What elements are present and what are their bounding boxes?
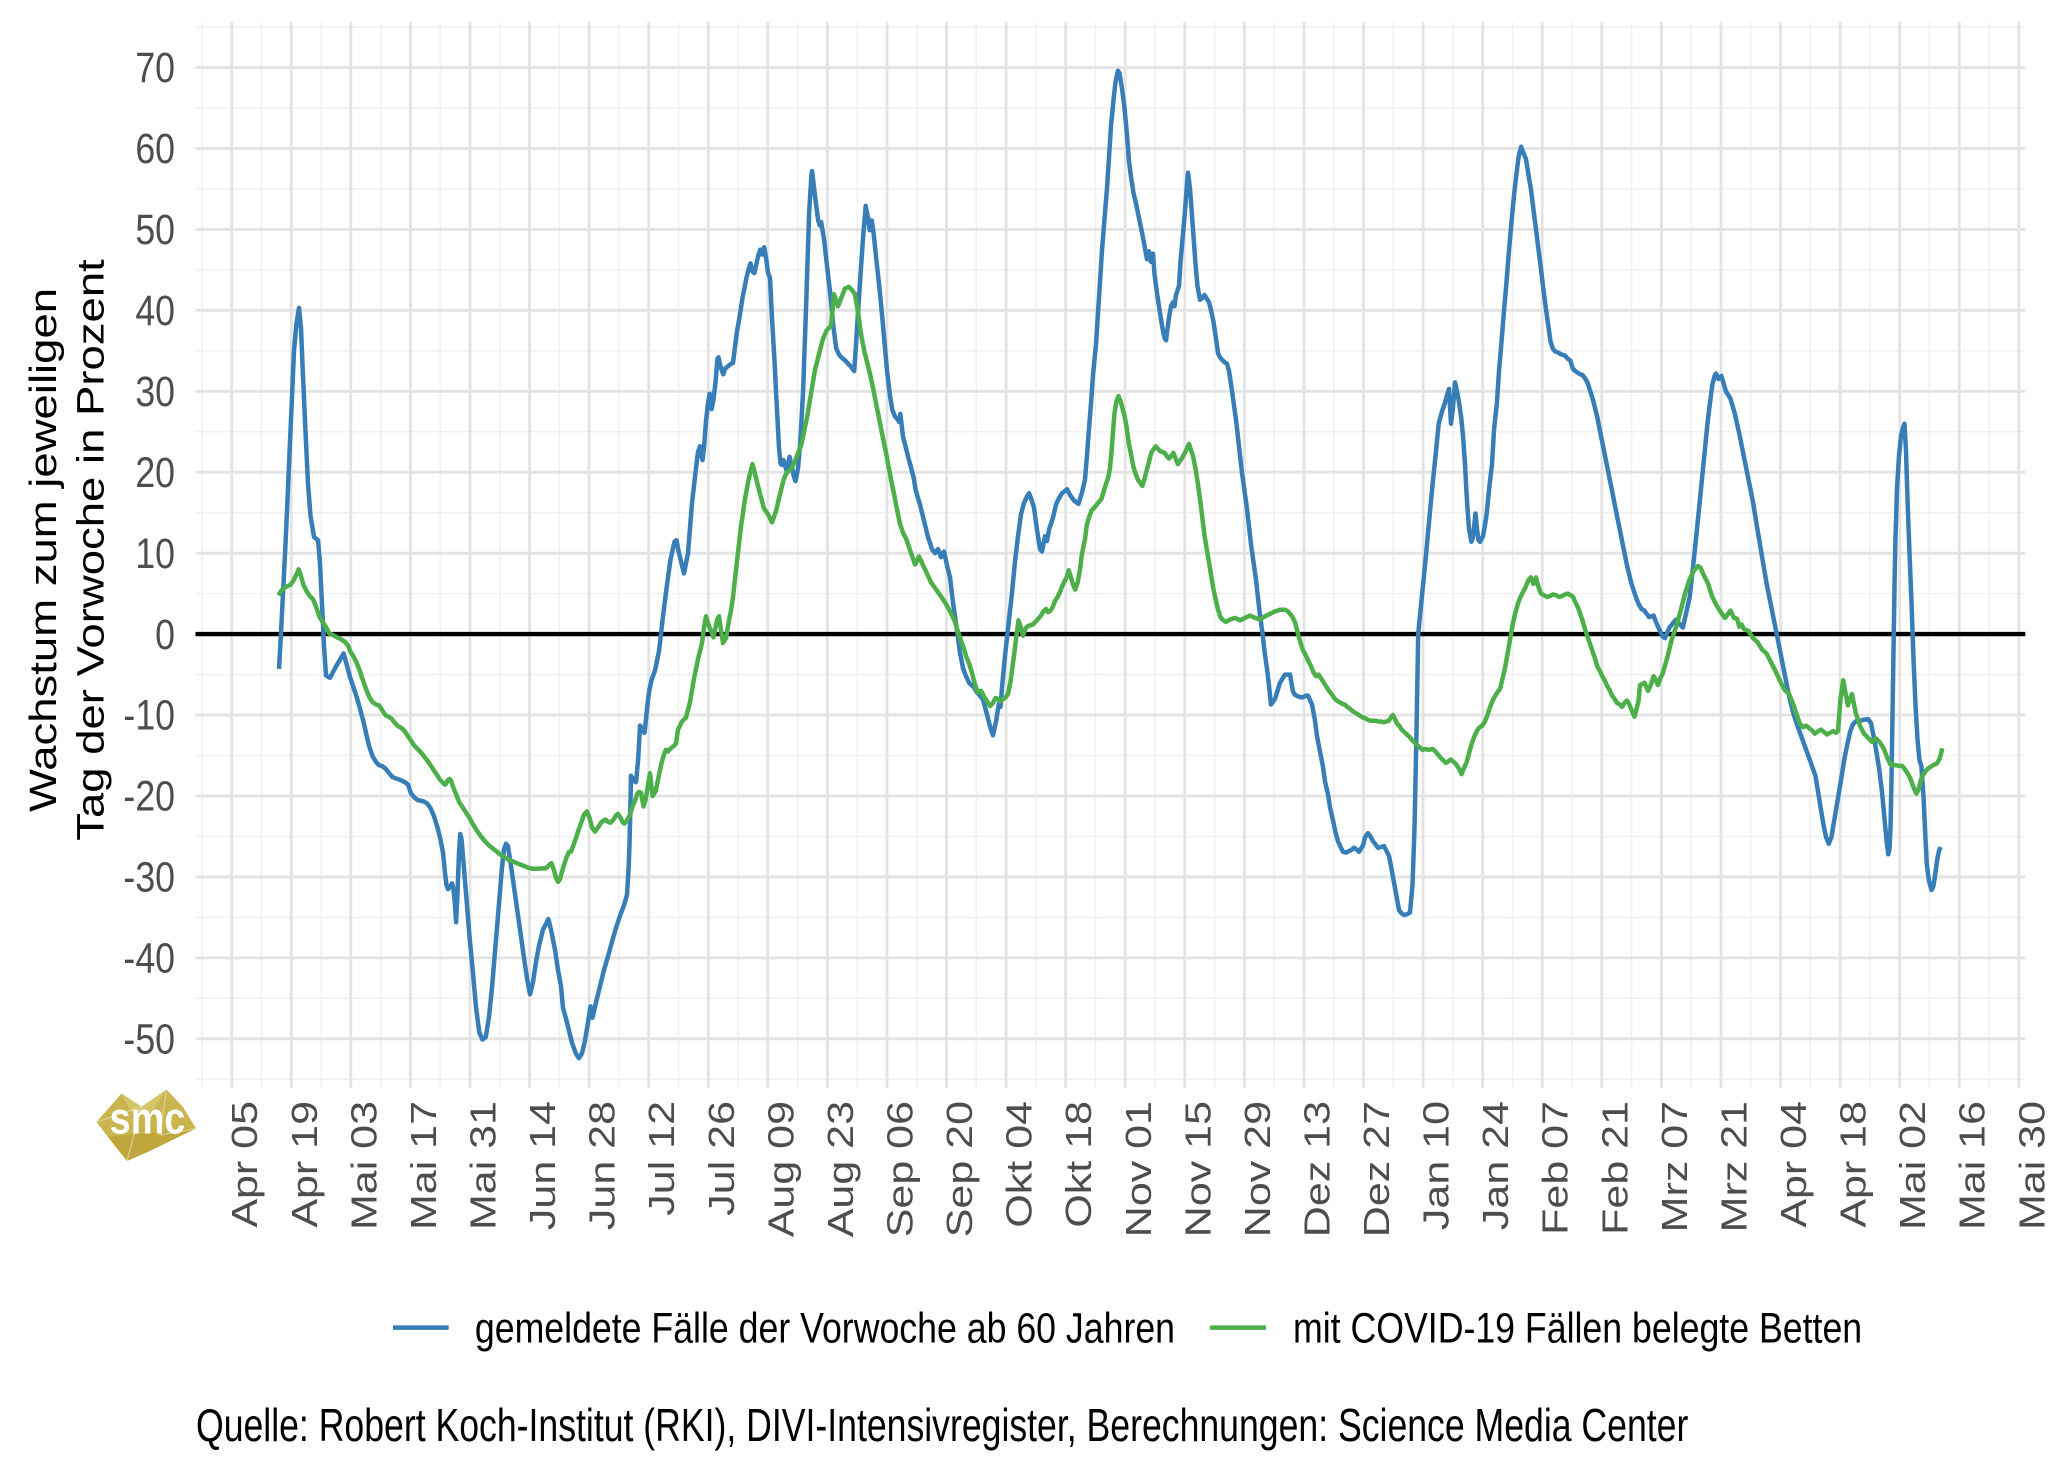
svg-text:10: 10 xyxy=(135,530,175,578)
svg-text:60: 60 xyxy=(135,125,175,173)
svg-text:Aug 23: Aug 23 xyxy=(821,1101,861,1237)
svg-text:Jul 12: Jul 12 xyxy=(643,1101,683,1216)
svg-text:Mai 30: Mai 30 xyxy=(2013,1101,2048,1230)
svg-text:Dez 13: Dez 13 xyxy=(1298,1101,1338,1237)
svg-text:30: 30 xyxy=(135,368,175,416)
svg-text:Dez 27: Dez 27 xyxy=(1357,1101,1397,1237)
svg-text:Jan 24: Jan 24 xyxy=(1477,1101,1517,1230)
svg-text:Nov 29: Nov 29 xyxy=(1238,1101,1278,1237)
svg-text:Feb 21: Feb 21 xyxy=(1596,1101,1636,1235)
svg-text:-30: -30 xyxy=(123,854,175,902)
svg-text:Tag der Vorwoche in Prozent: Tag der Vorwoche in Prozent xyxy=(69,259,111,841)
svg-text:Nov 15: Nov 15 xyxy=(1179,1101,1219,1237)
svg-text:Mai 03: Mai 03 xyxy=(345,1101,385,1230)
svg-text:-10: -10 xyxy=(123,692,175,740)
svg-text:0: 0 xyxy=(155,611,175,659)
svg-text:Jan 10: Jan 10 xyxy=(1417,1101,1457,1230)
svg-text:Mai 02: Mai 02 xyxy=(1894,1101,1934,1230)
svg-text:Feb 07: Feb 07 xyxy=(1536,1101,1576,1235)
svg-text:Mai 16: Mai 16 xyxy=(1953,1101,1993,1230)
svg-text:Jun 28: Jun 28 xyxy=(583,1101,623,1230)
svg-text:Aug 09: Aug 09 xyxy=(762,1101,802,1237)
svg-text:Wachstum zum jeweiligen: Wachstum zum jeweiligen xyxy=(21,288,63,812)
svg-text:Sep 20: Sep 20 xyxy=(940,1101,980,1237)
svg-text:Okt 18: Okt 18 xyxy=(1060,1101,1100,1228)
svg-text:Apr 05: Apr 05 xyxy=(226,1101,266,1228)
svg-text:-50: -50 xyxy=(123,1015,175,1063)
svg-text:20: 20 xyxy=(135,449,175,497)
svg-text:Quelle: Robert Koch-Institut (: Quelle: Robert Koch-Institut (RKI), DIVI… xyxy=(196,1399,1688,1451)
svg-text:Mai 31: Mai 31 xyxy=(464,1101,504,1230)
svg-text:Jun 14: Jun 14 xyxy=(523,1101,563,1230)
svg-text:40: 40 xyxy=(135,287,175,335)
svg-text:Mrz 21: Mrz 21 xyxy=(1715,1101,1755,1232)
svg-text:Mrz 07: Mrz 07 xyxy=(1655,1101,1695,1232)
svg-text:Apr 18: Apr 18 xyxy=(1834,1101,1874,1228)
svg-text:-20: -20 xyxy=(123,773,175,821)
svg-text:Mai 17: Mai 17 xyxy=(404,1101,444,1230)
svg-text:gemeldete Fälle der Vorwoche a: gemeldete Fälle der Vorwoche ab 60 Jahre… xyxy=(475,1304,1175,1352)
svg-text:Apr 04: Apr 04 xyxy=(1774,1101,1814,1228)
svg-text:mit COVID-19 Fällen belegte Be: mit COVID-19 Fällen belegte Betten xyxy=(1293,1304,1862,1352)
svg-text:70: 70 xyxy=(135,44,175,92)
svg-text:Okt 04: Okt 04 xyxy=(1000,1101,1040,1228)
svg-text:-40: -40 xyxy=(123,935,175,983)
svg-text:Apr 19: Apr 19 xyxy=(285,1101,325,1228)
svg-text:Jul 26: Jul 26 xyxy=(702,1101,742,1216)
svg-text:50: 50 xyxy=(135,206,175,254)
svg-text:Sep 06: Sep 06 xyxy=(881,1101,921,1237)
svg-text:smc: smc xyxy=(110,1094,186,1144)
svg-text:Nov 01: Nov 01 xyxy=(1119,1101,1159,1237)
